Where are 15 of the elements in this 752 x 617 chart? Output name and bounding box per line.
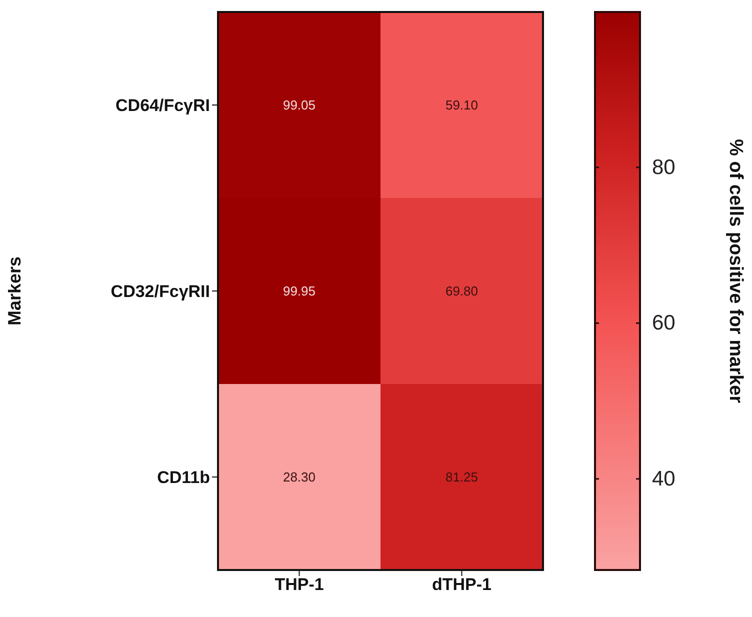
x-tick-label: THP-1 (274, 575, 324, 594)
x-tick-label: dTHP-1 (432, 575, 492, 594)
data-label: 69.80 (445, 284, 478, 298)
data-label: 59.10 (445, 98, 478, 112)
color-bar-label: 80 (652, 156, 676, 179)
y-tick-label: CD64/FcγRI (116, 96, 210, 116)
color-bar-label: 60 (652, 312, 676, 335)
y-tick-label: CD11b (157, 468, 210, 488)
data-label: 28.30 (282, 470, 316, 484)
color-bar-title: % of cells positive for marker (725, 139, 746, 404)
data-label: 99.05 (282, 98, 316, 112)
color-bar-label: 40 (652, 467, 676, 490)
data-label: 99.95 (282, 284, 316, 298)
y-tick-label: CD32/FcγRII (110, 282, 210, 302)
data-label: 81.25 (445, 470, 478, 484)
